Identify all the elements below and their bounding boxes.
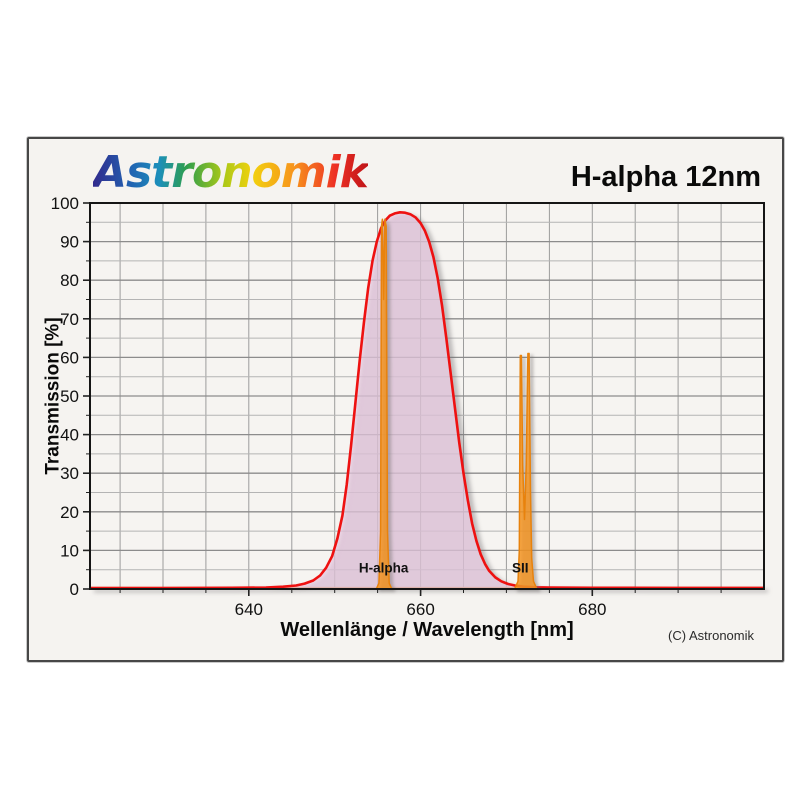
astronomik-logo: Astronomik xyxy=(93,147,369,198)
y-tick-label: 0 xyxy=(70,580,79,599)
h-alpha-emission-line xyxy=(375,218,393,590)
y-tick-label: 40 xyxy=(60,426,79,445)
sii-emission-lines xyxy=(513,352,538,590)
chart-title: H-alpha 12nm xyxy=(570,161,761,193)
y-tick-label: 50 xyxy=(60,387,79,406)
y-tick-label: 100 xyxy=(51,194,79,213)
plot-frame xyxy=(89,202,765,590)
plot-area: H-alpha SII 640 660 680 0 10 20 30 40 50 60 70 80 90 10… xyxy=(51,194,765,619)
y-tick-label: 60 xyxy=(60,348,79,367)
y-tick-label: 90 xyxy=(60,233,79,252)
x-tick-label: 660 xyxy=(406,600,434,619)
x-axis-label: Wellenlänge / Wavelength [nm] xyxy=(280,619,574,641)
y-tick-label: 30 xyxy=(60,464,79,483)
y-tick-label: 80 xyxy=(60,271,79,290)
y-tick-label: 70 xyxy=(60,310,79,329)
y-tick-label: 20 xyxy=(60,503,79,522)
copyright-text: (C) Astronomik xyxy=(668,628,754,643)
sii-emission-lines-label: SII xyxy=(512,560,529,575)
x-tick-label: 640 xyxy=(235,600,263,619)
filter-chart-card: Astronomik H-alpha 12nm Transmission [%]… xyxy=(27,137,784,662)
h-alpha-emission-line-label: H-alpha xyxy=(359,560,409,575)
x-tick-label: 680 xyxy=(578,600,606,619)
y-tick-label: 10 xyxy=(60,541,79,560)
transmission-curve xyxy=(90,211,764,590)
